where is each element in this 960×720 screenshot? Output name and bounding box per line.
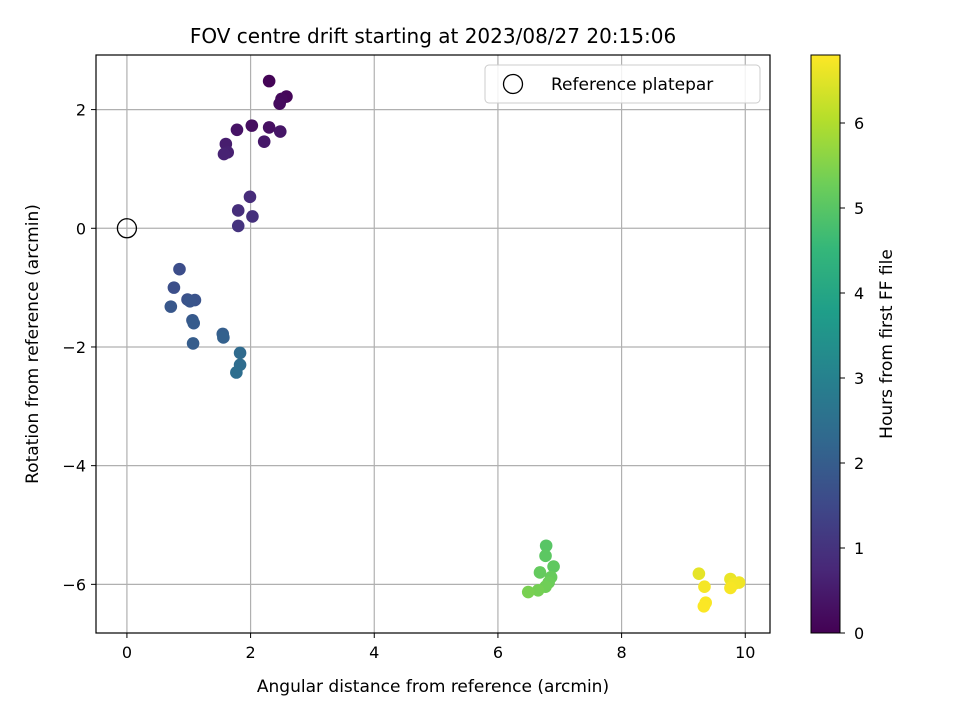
legend-entry-reference: Reference platepar — [551, 75, 713, 95]
data-point — [233, 346, 247, 360]
x-tick-label: 8 — [617, 643, 627, 662]
data-point — [245, 119, 259, 132]
data-point — [697, 599, 711, 613]
data-point — [243, 190, 257, 204]
colorbar-label: Hours from first FF file — [877, 249, 897, 439]
plot-background — [96, 55, 770, 633]
plot-frame — [95, 54, 771, 634]
data-point — [257, 135, 271, 148]
x-axis-ticks: 0 2 4 6 8 10 — [122, 633, 755, 662]
data-point — [698, 580, 711, 594]
data-point — [183, 294, 197, 308]
data-point — [273, 97, 286, 110]
colorbar-tick-label: 3 — [854, 369, 864, 388]
data-point — [262, 121, 276, 134]
colorbar-ticks: 0 1 2 3 4 5 6 — [840, 114, 864, 643]
x-tick-label: 4 — [369, 643, 379, 662]
data-point — [246, 210, 259, 223]
x-axis-label: Angular distance from reference (arcmin) — [257, 677, 609, 697]
scatter-points — [164, 74, 746, 613]
data-point — [186, 337, 200, 350]
x-tick-label: 0 — [122, 643, 132, 662]
data-point — [539, 539, 553, 553]
y-tick-label: 2 — [76, 101, 86, 120]
colorbar-gradient — [810, 54, 841, 634]
x-tick-label: 6 — [493, 643, 503, 662]
data-point — [547, 560, 560, 573]
legend-marker-icon — [502, 73, 524, 95]
reference-marker-group — [116, 218, 138, 239]
data-point — [217, 331, 230, 344]
data-point — [231, 219, 245, 233]
data-point — [539, 549, 552, 563]
data-point — [533, 566, 547, 579]
data-point — [724, 581, 737, 595]
y-tick-label: −6 — [62, 575, 86, 594]
colorbar-tick-label: 0 — [854, 624, 864, 643]
data-point — [167, 281, 181, 294]
y-axis-ticks: 2 0 −2 −4 −6 — [62, 101, 96, 594]
data-point — [173, 262, 186, 276]
plot-area: 0 2 4 6 8 10 2 0 −2 −4 −6 — [62, 54, 771, 662]
chart-title: FOV centre drift starting at 2023/08/27 … — [190, 24, 676, 48]
data-point — [231, 204, 245, 217]
data-point — [273, 125, 287, 138]
colorbar-tick-label: 6 — [854, 114, 864, 133]
data-point — [531, 583, 545, 597]
x-tick-label: 2 — [245, 643, 255, 662]
legend: Reference platepar — [484, 64, 761, 104]
y-tick-label: −2 — [62, 338, 86, 357]
reference-marker — [116, 218, 138, 239]
colorbar-tick-label: 1 — [854, 539, 864, 558]
grid — [96, 55, 770, 633]
data-point — [164, 300, 178, 313]
y-tick-label: 0 — [76, 219, 86, 238]
y-tick-label: −4 — [62, 457, 86, 476]
colorbar-tick-label: 4 — [854, 284, 864, 303]
data-point — [521, 585, 535, 599]
data-point — [262, 74, 276, 88]
x-tick-label: 10 — [735, 643, 755, 662]
data-point — [230, 366, 243, 379]
data-point — [230, 123, 244, 137]
colorbar-tick-label: 2 — [854, 454, 864, 473]
data-point — [187, 316, 200, 330]
legend-box — [484, 64, 761, 104]
data-point — [692, 567, 706, 580]
colorbar: 0 1 2 3 4 5 6 Hours from first FF file — [810, 54, 897, 643]
data-point — [217, 147, 231, 161]
y-axis-label: Rotation from reference (arcmin) — [23, 204, 43, 484]
colorbar-tick-label: 5 — [854, 199, 864, 218]
